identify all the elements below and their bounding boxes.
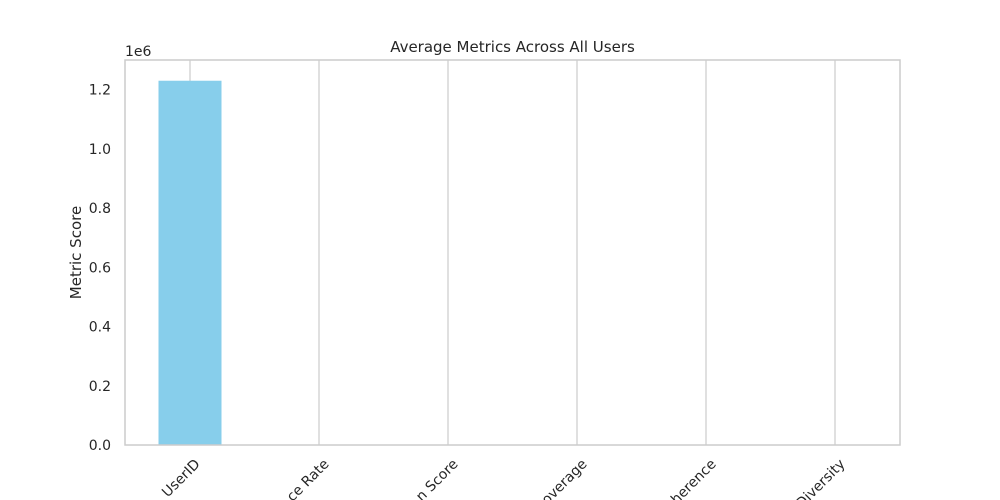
y-tick-labels: 0.0 0.2 0.4 0.6 0.8 1.0 1.2 bbox=[89, 83, 111, 454]
x-tick-label: herence bbox=[668, 456, 719, 500]
x-tick-label: overage bbox=[539, 456, 591, 500]
y-tick-label: 0.2 bbox=[89, 379, 111, 395]
plot-frame bbox=[124, 59, 901, 446]
bar-layer bbox=[158, 80, 222, 445]
x-tick-label: Diversity bbox=[793, 456, 848, 500]
x-tick-labels: UserID ce Rate n Score overage herence Divers… bbox=[159, 456, 848, 500]
x-tick-label: UserID bbox=[159, 456, 203, 500]
chart-title: Average Metrics Across All Users bbox=[390, 38, 635, 56]
y-tick-label: 1.0 bbox=[89, 142, 111, 158]
grid-layer bbox=[189, 60, 836, 445]
y-tick-label: 0.4 bbox=[89, 320, 111, 336]
y-tick-label: 0.0 bbox=[89, 438, 111, 454]
bar bbox=[158, 80, 222, 445]
y-tick-label: 0.6 bbox=[89, 260, 111, 276]
y-tick-label: 1.2 bbox=[89, 83, 111, 99]
x-tick-label: n Score bbox=[413, 456, 461, 500]
x-tick-label: ce Rate bbox=[284, 456, 333, 500]
y-offset-text: 1e6 bbox=[125, 44, 152, 60]
y-tick-label: 0.8 bbox=[89, 201, 111, 217]
y-axis-label: Metric Score bbox=[67, 206, 85, 299]
